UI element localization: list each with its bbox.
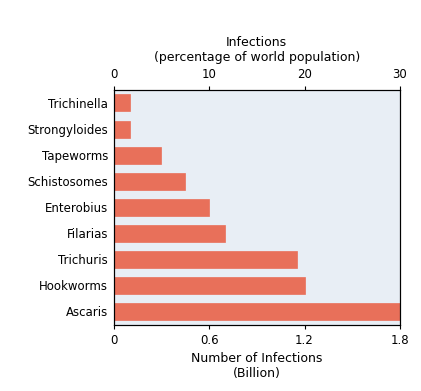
X-axis label: Number of Infections
(Billion): Number of Infections (Billion) <box>191 352 322 380</box>
Bar <box>114 199 209 216</box>
X-axis label: Infections
(percentage of world population): Infections (percentage of world populati… <box>154 36 360 64</box>
Bar <box>114 173 185 190</box>
Bar <box>114 95 130 111</box>
Bar <box>114 147 161 163</box>
Bar <box>114 225 225 242</box>
Bar <box>114 277 304 294</box>
Bar <box>114 251 296 268</box>
Bar <box>114 120 130 138</box>
Bar <box>114 303 400 320</box>
